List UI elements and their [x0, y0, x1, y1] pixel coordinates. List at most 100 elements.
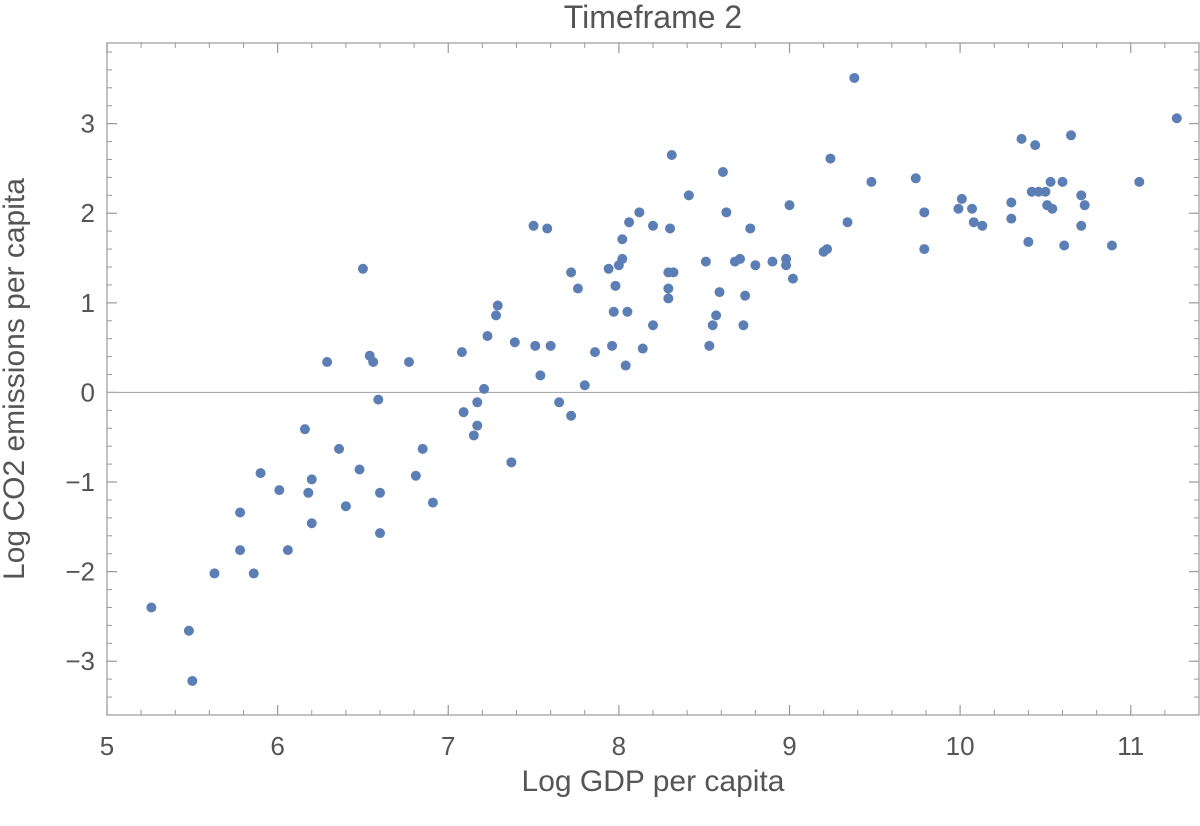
data-point — [248, 568, 259, 579]
data-point — [491, 310, 502, 321]
data-point — [479, 383, 490, 394]
y-tick-label: −1 — [65, 467, 95, 497]
data-point — [977, 220, 988, 231]
data-point — [306, 518, 317, 529]
data-point — [624, 217, 635, 228]
data-point — [1030, 140, 1041, 151]
data-point — [458, 407, 469, 418]
data-point — [767, 256, 778, 267]
data-point — [919, 244, 930, 255]
x-tick-label: 11 — [1117, 731, 1144, 761]
chart-title: Timeframe 2 — [564, 0, 742, 35]
data-point — [700, 256, 711, 267]
data-point — [535, 370, 546, 381]
data-point — [1076, 220, 1087, 231]
data-point — [822, 244, 833, 255]
data-point — [648, 220, 658, 231]
data-point — [566, 410, 577, 421]
data-point — [255, 468, 266, 479]
data-point — [714, 287, 725, 298]
data-point — [666, 150, 677, 160]
data-point — [589, 347, 600, 358]
data-point — [146, 602, 157, 613]
data-point — [303, 487, 314, 498]
data-point — [209, 568, 220, 579]
data-point — [721, 207, 732, 218]
data-point — [235, 507, 246, 518]
data-point — [472, 397, 483, 408]
data-point — [956, 193, 967, 204]
y-tick-label: 3 — [81, 109, 95, 139]
data-point — [1023, 236, 1034, 247]
data-point — [528, 220, 539, 231]
data-point — [554, 397, 565, 408]
data-point — [1106, 240, 1117, 251]
data-point — [1066, 130, 1077, 141]
data-point — [953, 203, 964, 214]
data-point — [306, 474, 317, 485]
x-tick-label: 8 — [612, 731, 626, 761]
data-point — [617, 253, 628, 264]
data-point — [610, 280, 621, 291]
data-point — [566, 267, 577, 278]
data-point — [663, 283, 674, 294]
y-tick-label: 0 — [81, 377, 95, 407]
data-point — [506, 457, 517, 468]
y-tick-label: 1 — [81, 288, 95, 318]
data-point — [668, 267, 679, 278]
data-point — [456, 347, 467, 358]
data-point — [468, 430, 479, 441]
data-point — [968, 217, 979, 228]
data-point — [545, 340, 556, 351]
data-point — [735, 253, 746, 264]
data-point — [340, 501, 351, 512]
y-axis-label: Log CO2 emissions per capita — [0, 178, 31, 580]
data-point — [509, 337, 520, 348]
data-point — [1006, 213, 1017, 224]
data-point — [334, 443, 345, 454]
data-points — [146, 72, 1182, 686]
data-point — [603, 263, 614, 274]
data-point — [1006, 197, 1017, 208]
data-point — [919, 207, 930, 218]
data-point — [849, 72, 860, 83]
data-point — [572, 283, 583, 294]
data-point — [1057, 176, 1068, 187]
data-point — [910, 173, 921, 184]
data-point — [967, 203, 978, 214]
data-point — [617, 234, 628, 245]
data-point — [1045, 176, 1056, 187]
data-point — [322, 356, 333, 367]
data-point — [608, 306, 619, 317]
data-point — [750, 260, 761, 271]
data-point — [634, 207, 645, 218]
data-point — [427, 497, 438, 508]
data-point — [620, 360, 631, 371]
y-tick-label: 2 — [81, 198, 95, 228]
y-tick-labels: −3 −2 −1 0 1 2 3 — [65, 109, 95, 677]
data-point — [663, 293, 674, 304]
data-point — [482, 330, 493, 341]
data-point — [683, 190, 694, 201]
data-point — [1171, 113, 1182, 124]
data-point — [1076, 190, 1087, 201]
data-point — [637, 343, 648, 354]
data-point — [472, 420, 483, 431]
minor-ticks — [107, 43, 1200, 715]
data-point — [665, 223, 676, 234]
data-point — [542, 223, 553, 234]
data-point — [711, 310, 722, 321]
data-point — [183, 625, 194, 636]
data-point — [1059, 240, 1070, 251]
data-point — [740, 290, 751, 301]
x-tick-label: 9 — [782, 731, 796, 761]
data-point — [648, 320, 658, 331]
data-point — [354, 464, 365, 475]
data-point — [357, 263, 368, 274]
data-point — [274, 485, 285, 496]
y-tick-label: −2 — [65, 557, 95, 587]
data-point — [607, 340, 618, 351]
x-tick-label: 6 — [270, 731, 284, 761]
data-point — [1079, 200, 1090, 211]
